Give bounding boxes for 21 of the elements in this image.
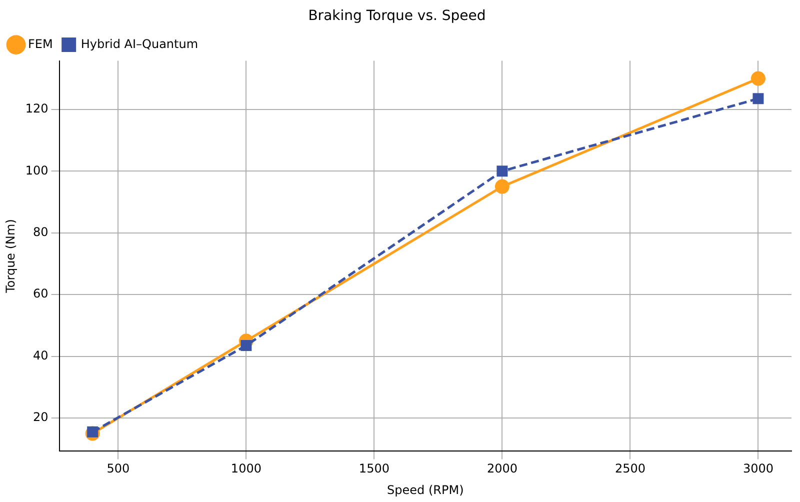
legend-label: Hybrid AI–Quantum — [80, 36, 198, 51]
x-tick-label: 3000 — [742, 462, 774, 476]
y-tick-label: 80 — [33, 224, 48, 239]
x-tick-label: 1000 — [230, 462, 262, 476]
x-tick-label: 500 — [106, 462, 130, 476]
point — [752, 93, 764, 104]
y-tick-label: 60 — [33, 286, 48, 301]
x-tick-label: 2500 — [614, 462, 646, 476]
y-tick-label: 40 — [33, 348, 48, 362]
chart-title: Braking Torque vs. Speed — [308, 8, 486, 24]
x-tick-label: 1500 — [358, 462, 390, 476]
legend-label: FEM — [28, 36, 53, 51]
y-axis-title: Torque (Nm) — [3, 219, 18, 294]
y-tick-label: 100 — [25, 163, 48, 178]
point — [750, 71, 766, 86]
point — [496, 166, 508, 177]
x-tick-label: 2000 — [486, 462, 518, 476]
y-tick-label: 20 — [33, 410, 48, 424]
y-tick-label: 120 — [25, 102, 48, 116]
point — [494, 179, 510, 194]
x-axis-title: Speed (RPM) — [387, 482, 464, 497]
